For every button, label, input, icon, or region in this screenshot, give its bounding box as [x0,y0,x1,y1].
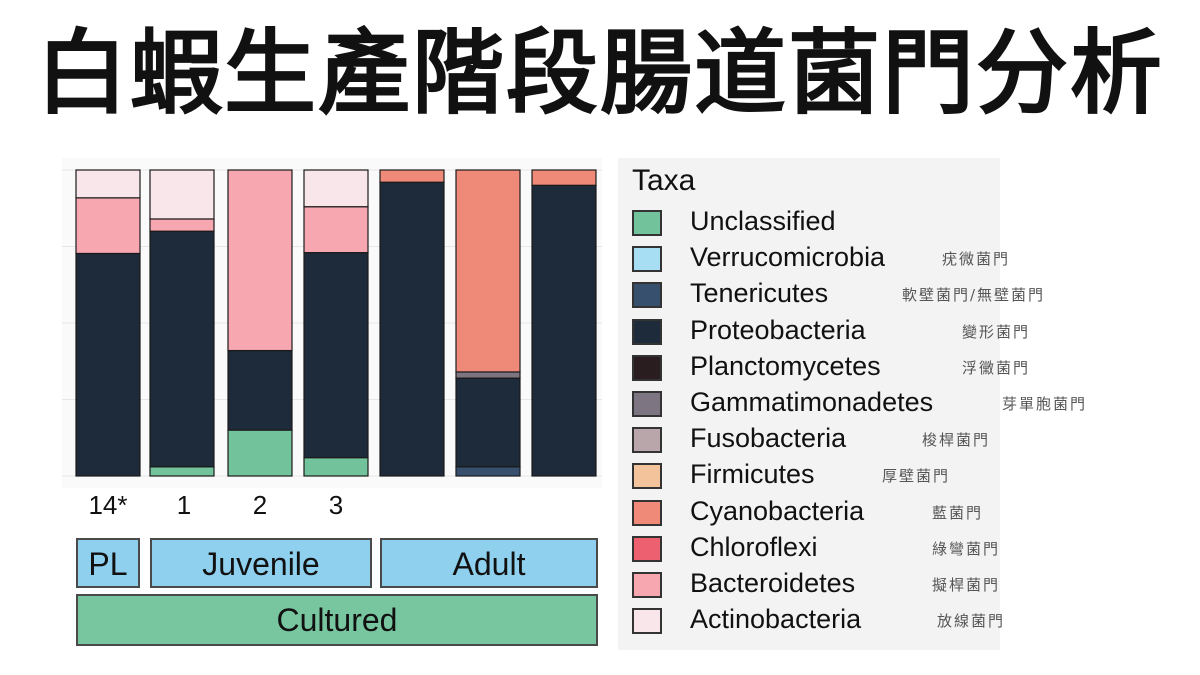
group-label-juvenile: Juvenile [150,538,372,588]
legend-item: Gammatimonadetes 芽單胞菌門 [632,387,1085,423]
page-title: 白蝦生產階段腸道菌門分析 [35,20,1164,127]
legend-item: Actinobacteria 放線菌門 [632,604,1006,640]
legend-swatch [632,463,662,490]
legend-item: Unclassified [632,206,1002,242]
group-label-pl: PL [76,538,140,588]
bar-segment-gammatimonadetes [455,371,521,379]
group-label-juvenile-text: Juvenile [202,546,320,582]
group-label-adult-text: Adult [452,546,526,582]
legend-chinese-label: 軟壁菌門/無壁菌門 [902,286,1046,305]
bar-segment-proteobacteria [455,377,521,468]
bar-segment-unclassified [303,457,369,477]
bar-segment-proteobacteria [303,252,369,459]
legend-item: Proteobacteria 變形菌門 [632,314,1028,351]
bar-segment-bacteroidetes [75,197,141,255]
legend-chinese-label: 芽單胞菌門 [1002,395,1088,413]
bar-segment-cyanobacteria [379,169,445,183]
legend-swatch [632,210,662,236]
bar-segment-proteobacteria [227,349,293,431]
legend-chinese-label: 變形菌門 [962,322,1031,341]
legend-swatch [632,427,662,454]
bar-segment-unclassified [227,429,293,477]
legend-label: Unclassified [690,206,836,236]
legend-chinese-label: 浮黴菌門 [962,358,1031,377]
bar-segment-proteobacteria [379,181,445,477]
legend-label: Cyanobacteria [690,495,865,526]
legend-label: Bacteroidetes [690,568,856,598]
group-label-pl-text: PL [88,546,128,582]
legend-item: Firmicutes 厚壁菌門 [632,459,1002,495]
legend-item: Planctomycetes 浮黴菌門 [632,350,1028,387]
bar-segment-actinobacteria [75,169,141,199]
x-tick-label: 3 [328,490,344,520]
super-group-label-cultured: Cultured [76,594,598,646]
bar-segment-cyanobacteria [455,169,521,373]
legend-swatch [632,499,662,526]
legend-chinese-label: 放線菌門 [937,612,1006,631]
legend-label: Tenericutes [690,278,829,309]
bar-segment-bacteroidetes [303,206,369,254]
legend-item: Verrucomicrobia 疣微菌門 [632,242,1008,278]
legend-label: Planctomycetes [690,350,881,381]
legend-title: Taxa [632,164,696,197]
legend-chinese-label: 綠彎菌門 [932,539,1001,558]
legend-label: Chloroflexi [690,531,818,562]
legend-swatch [632,572,662,598]
legend: Taxa Unclassified Verrucomicrobia 疣微菌門 Tene… [618,158,1085,650]
bar-segment-proteobacteria [149,230,215,468]
legend-swatch [632,246,662,273]
legend-item: Cyanobacteria 藍菌門 [632,495,1002,532]
legend-label: Actinobacteria [690,604,862,635]
legend-label: Fusobacteria [690,423,847,454]
legend-swatch [632,282,662,309]
legend-chinese-label: 厚壁菌門 [882,467,951,486]
legend-swatch [632,391,662,417]
legend-swatch [632,318,662,345]
bar-segment-proteobacteria [531,184,597,477]
bar-segment-bacteroidetes [227,169,293,352]
legend-item: Chloroflexi 綠彎菌門 [632,531,1002,568]
x-tick-label: 14* [88,490,128,520]
legend-chinese-label: 疣微菌門 [942,250,1011,269]
bar-chart-svg [62,169,602,477]
bar-segment-proteobacteria [75,252,141,477]
legend-item: Tenericutes 軟壁菌門/無壁菌門 [632,278,1043,314]
x-tick-label: 1 [176,490,192,520]
legend-label: Verrucomicrobia [690,242,886,273]
legend-item: Fusobacteria 梭桿菌門 [632,423,1002,459]
legend-chinese-label: 梭桿菌門 [922,431,991,450]
group-label-adult: Adult [380,538,598,588]
legend-label: Gammatimonadetes [690,387,934,417]
legend-chinese-label: 藍菌門 [932,503,984,522]
bar-segment-actinobacteria [303,169,369,208]
legend-item: Bacteroidetes 擬桿菌門 [632,568,1002,604]
bar-segment-tenericutes [455,466,521,477]
bar-segment-unclassified [149,466,215,477]
bar-segment-actinobacteria [149,169,215,220]
super-group-label-cultured-text: Cultured [276,602,398,638]
bar-segment-cyanobacteria [531,169,597,186]
legend-swatch [632,608,662,635]
legend-swatch [632,354,662,381]
bar-segment-bacteroidetes [149,218,215,232]
stacked-bar-chart [62,158,602,488]
legend-label: Proteobacteria [690,314,866,345]
legend-chinese-label: 擬桿菌門 [932,576,1001,594]
legend-label: Firmicutes [690,459,815,490]
x-tick-label: 2 [252,490,268,520]
legend-swatch [632,535,662,562]
